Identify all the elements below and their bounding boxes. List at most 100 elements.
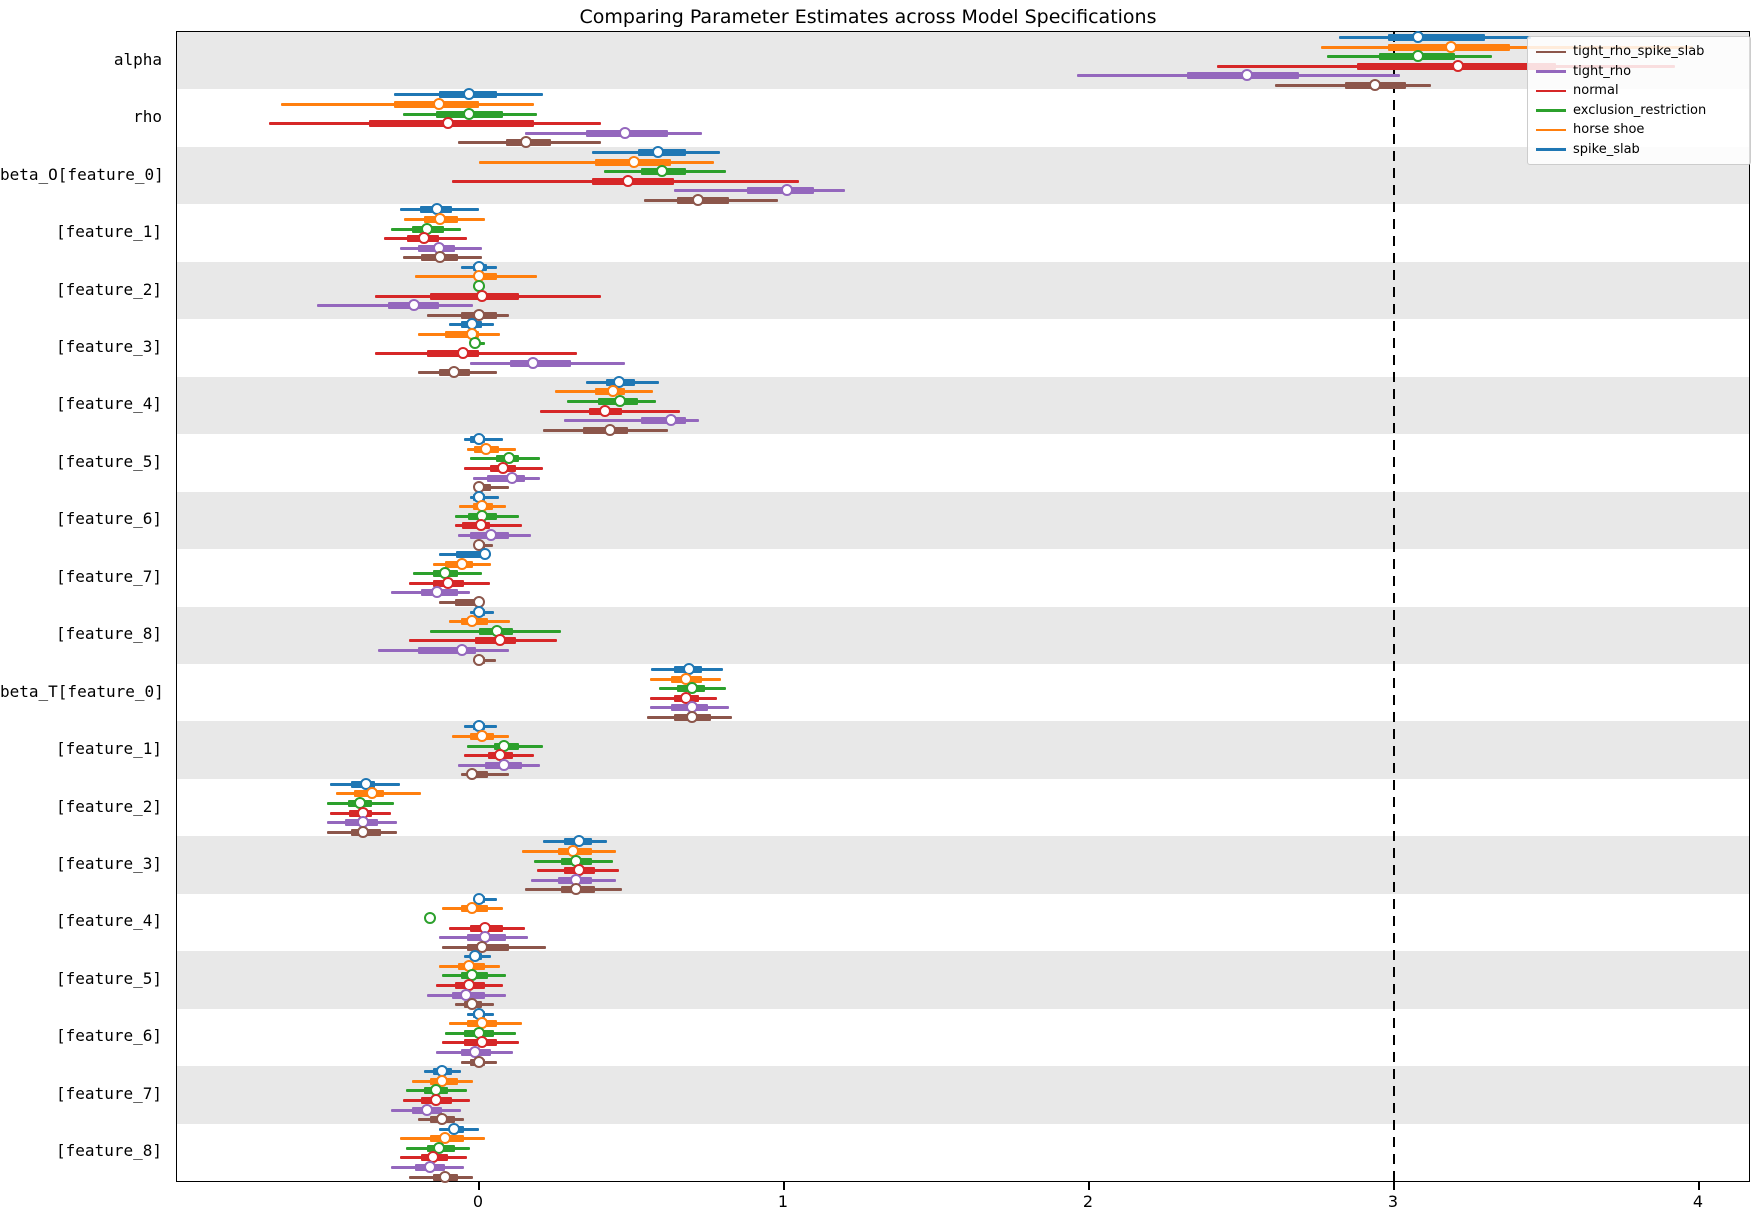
interquartile-bar (445, 330, 479, 338)
row-band (177, 376, 1749, 435)
median-marker (475, 730, 488, 742)
median-marker (472, 538, 485, 551)
row-band (177, 1009, 1749, 1066)
median-marker (652, 145, 665, 158)
median-marker (434, 212, 447, 225)
median-marker (455, 557, 468, 570)
x-tick-mark (1393, 1182, 1395, 1190)
median-marker (356, 825, 369, 838)
median-marker (474, 519, 487, 532)
median-marker (442, 576, 454, 589)
row-band (177, 1124, 1749, 1181)
median-marker (614, 394, 627, 407)
interquartile-bar (475, 273, 498, 281)
median-marker (434, 251, 447, 264)
median-marker (475, 289, 488, 302)
median-marker (438, 1170, 451, 1183)
y-axis-label: [feature_2] (56, 796, 162, 816)
median-marker (420, 1103, 433, 1116)
median-marker (1451, 59, 1464, 72)
row-band (177, 721, 1749, 779)
x-tick-label: 1 (777, 1192, 789, 1211)
median-marker (503, 452, 515, 465)
x-tick-label: 4 (1692, 1192, 1704, 1211)
median-marker (472, 605, 485, 618)
median-marker (686, 710, 698, 723)
y-axis-label: beta_O[feature_0] (0, 164, 164, 184)
legend-line-swatch (1536, 109, 1566, 112)
y-axis-label: [feature_6] (56, 509, 162, 529)
median-marker (455, 643, 468, 656)
median-marker (780, 184, 793, 197)
median-marker (359, 777, 372, 790)
row-band (177, 664, 1749, 721)
median-marker (423, 911, 436, 924)
median-marker (478, 548, 491, 561)
median-marker (408, 299, 421, 312)
median-marker (423, 1160, 436, 1173)
median-marker (469, 337, 482, 350)
median-marker (686, 682, 698, 695)
y-axis-label: [feature_4] (56, 911, 162, 931)
x-tick-mark (478, 1182, 480, 1190)
row-band (177, 319, 1749, 376)
median-marker (466, 768, 479, 781)
y-axis-label: [feature_4] (56, 394, 162, 414)
interquartile-bar (418, 646, 476, 654)
median-marker (664, 414, 677, 427)
median-marker (432, 98, 445, 111)
median-marker (475, 1036, 488, 1049)
row-band (177, 836, 1749, 894)
median-marker (1241, 69, 1254, 82)
y-axis-label: [feature_7] (56, 566, 162, 586)
y-axis-label: [feature_5] (56, 451, 162, 471)
interquartile-bar (1387, 34, 1486, 41)
median-marker (506, 471, 519, 484)
median-marker (442, 117, 454, 130)
legend-item-label: spike_slab (1573, 141, 1640, 157)
interquartile-bar (469, 771, 489, 779)
row-band (177, 89, 1749, 146)
median-marker (570, 883, 583, 896)
median-marker (463, 107, 476, 120)
y-axis-label: alpha (113, 49, 162, 69)
median-marker (472, 308, 485, 321)
legend-item: horse shoe (1536, 120, 1742, 140)
median-marker (1411, 50, 1424, 63)
median-marker (435, 1113, 448, 1126)
interquartile-bar (486, 474, 525, 482)
plot-area (176, 31, 1750, 1183)
median-marker (496, 461, 509, 474)
median-marker (1411, 31, 1424, 43)
median-marker (448, 1122, 461, 1135)
interquartile-bar (466, 943, 510, 951)
median-marker (469, 950, 482, 963)
interquartile-bar (456, 551, 489, 559)
row-band (177, 434, 1749, 491)
legend-item-label: exclusion_restriction (1573, 102, 1707, 118)
legend-item: tight_rho_spike_slab (1536, 42, 1742, 62)
legend-item-label: normal (1573, 83, 1619, 99)
y-axis-label: [feature_3] (56, 854, 162, 874)
median-marker (432, 1141, 445, 1154)
row-band (177, 204, 1749, 261)
credible-interval-line (472, 897, 498, 901)
median-marker (679, 672, 692, 685)
y-axis-label: [feature_1] (56, 739, 162, 759)
y-axis-label: [feature_3] (56, 336, 162, 356)
median-marker (599, 404, 612, 417)
median-marker (484, 529, 497, 541)
legend-line-swatch (1536, 50, 1566, 53)
row-band (177, 32, 1749, 90)
legend-line-swatch (1536, 70, 1566, 73)
median-marker (655, 165, 668, 178)
interquartile-bar (509, 359, 571, 367)
reference-line (1393, 32, 1395, 1181)
row-band (177, 951, 1749, 1009)
median-marker (612, 375, 625, 388)
median-marker (472, 1055, 485, 1068)
median-marker (621, 174, 634, 187)
median-marker (618, 126, 631, 139)
median-marker (466, 902, 479, 915)
chart-title: Comparing Parameter Estimates across Mod… (579, 6, 1157, 28)
